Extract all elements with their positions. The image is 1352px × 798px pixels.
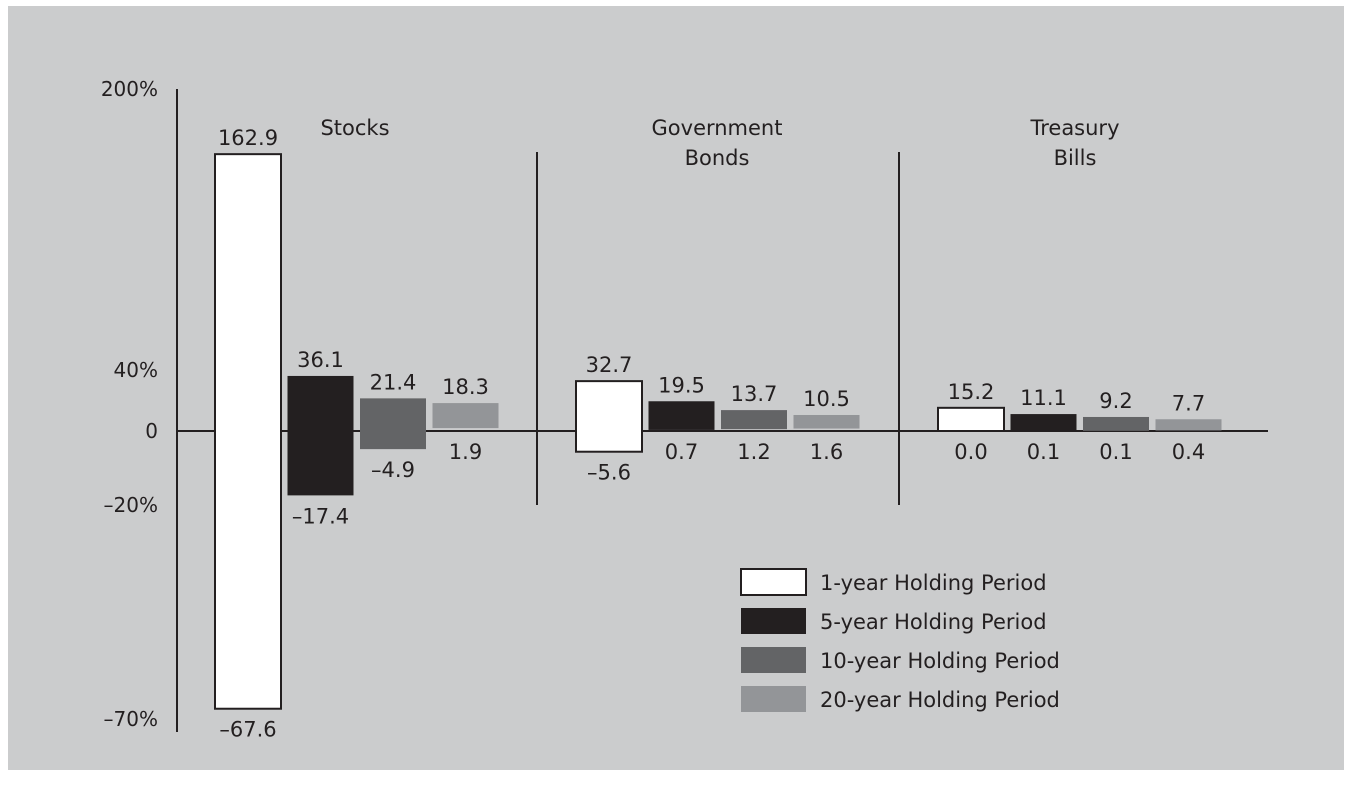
bar-label-low-stocks-10-year-holding-period: –4.9 xyxy=(371,458,415,482)
bar-label-low-treasury-bills-10-year-holding-period: 0.1 xyxy=(1099,440,1132,464)
bar-label-high-government-bonds-5-year-holding-period: 19.5 xyxy=(658,373,705,397)
bar-stocks-5-year-holding-period xyxy=(287,375,354,496)
y-tick-label-40: 40% xyxy=(114,358,158,382)
legend-swatch-20-year-holding-period xyxy=(741,686,806,712)
group-label-treasury-bills: Treasury xyxy=(1029,116,1119,140)
bar-label-low-treasury-bills-5-year-holding-period: 0.1 xyxy=(1027,440,1060,464)
group-label-government-bonds: Government xyxy=(652,116,783,140)
bar-label-low-stocks-1-year-holding-period: –67.6 xyxy=(219,718,276,742)
bar-label-high-treasury-bills-5-year-holding-period: 11.1 xyxy=(1020,386,1067,410)
bar-stocks-10-year-holding-period xyxy=(360,398,426,450)
y-tick-label-70: –70% xyxy=(104,707,158,731)
bar-label-low-government-bonds-20-year-holding-period: 1.6 xyxy=(810,440,843,464)
bar-label-low-government-bonds-1-year-holding-period: –5.6 xyxy=(587,461,631,485)
legend-swatch-10-year-holding-period xyxy=(741,647,806,673)
bar-label-high-stocks-10-year-holding-period: 21.4 xyxy=(370,370,417,394)
group-label-treasury-bills: Bills xyxy=(1054,146,1097,170)
bar-label-high-stocks-5-year-holding-period: 36.1 xyxy=(297,348,344,372)
y-tick-label-0: 0 xyxy=(145,419,158,443)
bar-stocks-1-year-holding-period xyxy=(214,153,282,710)
group-label-stocks: Stocks xyxy=(320,116,389,140)
bar-label-low-treasury-bills-1-year-holding-period: 0.0 xyxy=(954,440,987,464)
bar-stocks-20-year-holding-period xyxy=(432,403,499,429)
bar-treasury-bills-5-year-holding-period xyxy=(1010,414,1077,431)
bar-label-high-treasury-bills-20-year-holding-period: 7.7 xyxy=(1172,391,1205,415)
bar-label-high-stocks-1-year-holding-period: 162.9 xyxy=(218,126,278,150)
bar-treasury-bills-20-year-holding-period xyxy=(1155,419,1222,431)
bar-government-bonds-10-year-holding-period xyxy=(721,410,787,430)
legend-swatch-5-year-holding-period xyxy=(741,608,806,634)
bar-label-low-stocks-5-year-holding-period: –17.4 xyxy=(292,504,349,528)
y-tick-label-200: 200% xyxy=(101,77,158,101)
bar-label-high-stocks-20-year-holding-period: 18.3 xyxy=(442,375,489,399)
bar-treasury-bills-10-year-holding-period xyxy=(1083,416,1149,431)
legend-label-5-year-holding-period: 5-year Holding Period xyxy=(820,610,1047,634)
bar-label-low-government-bonds-10-year-holding-period: 1.2 xyxy=(737,440,770,464)
bar-label-low-stocks-20-year-holding-period: 1.9 xyxy=(449,440,482,464)
legend-label-20-year-holding-period: 20-year Holding Period xyxy=(820,688,1060,712)
y-tick-label-20: –20% xyxy=(104,493,158,517)
bar-label-low-government-bonds-5-year-holding-period: 0.7 xyxy=(665,440,698,464)
bar-label-high-treasury-bills-10-year-holding-period: 9.2 xyxy=(1099,389,1132,413)
legend-label-1-year-holding-period: 1-year Holding Period xyxy=(820,571,1047,595)
legend-label-10-year-holding-period: 10-year Holding Period xyxy=(820,649,1060,673)
bar-government-bonds-20-year-holding-period xyxy=(793,414,860,429)
bar-government-bonds-5-year-holding-period xyxy=(648,401,715,430)
legend-swatch-1-year-holding-period xyxy=(740,568,807,596)
bar-label-high-government-bonds-1-year-holding-period: 32.7 xyxy=(586,353,633,377)
bar-label-high-treasury-bills-1-year-holding-period: 15.2 xyxy=(948,380,995,404)
bar-label-low-treasury-bills-20-year-holding-period: 0.4 xyxy=(1172,440,1205,464)
bar-label-high-government-bonds-10-year-holding-period: 13.7 xyxy=(731,382,778,406)
group-label-government-bonds: Bonds xyxy=(685,146,750,170)
bar-government-bonds-1-year-holding-period xyxy=(575,380,643,453)
bar-label-high-government-bonds-20-year-holding-period: 10.5 xyxy=(803,387,850,411)
bar-treasury-bills-1-year-holding-period xyxy=(937,406,1005,433)
